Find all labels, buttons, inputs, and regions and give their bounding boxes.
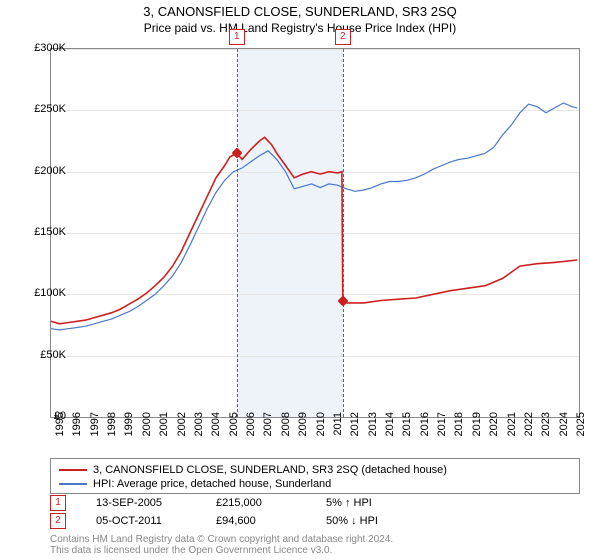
x-axis-label: 2001 — [158, 412, 170, 452]
sales-table: 1 13-SEP-2005 £215,000 5% ↑ HPI 2 05-OCT… — [50, 494, 580, 530]
y-axis-label: £250K — [16, 103, 66, 115]
x-axis-label: 1996 — [71, 412, 83, 452]
y-axis-label: £100K — [16, 287, 66, 299]
x-axis-label: 2023 — [540, 412, 552, 452]
x-axis-label: 2005 — [228, 412, 240, 452]
x-axis-label: 2003 — [193, 412, 205, 452]
plot-area: 12 — [50, 48, 580, 418]
x-axis-label: 1999 — [123, 412, 135, 452]
sale-delta: 5% ↑ HPI — [326, 497, 372, 509]
sale-marker-box: 2 — [335, 29, 351, 45]
legend-item: HPI: Average price, detached house, Sund… — [59, 477, 571, 491]
x-axis-label: 1997 — [89, 412, 101, 452]
line-layer — [51, 49, 579, 417]
sale-marker-line — [237, 49, 238, 417]
footer-line: This data is licensed under the Open Gov… — [50, 545, 393, 556]
x-axis-label: 2018 — [453, 412, 465, 452]
x-axis-label: 2016 — [419, 412, 431, 452]
x-axis-label: 2002 — [176, 412, 188, 452]
series-line-price_paid — [51, 137, 577, 323]
legend-box: 3, CANONSFIELD CLOSE, SUNDERLAND, SR3 2S… — [50, 458, 580, 494]
sale-marker-box: 1 — [229, 29, 245, 45]
sale-marker-box: 2 — [50, 513, 66, 529]
x-axis-label: 2009 — [297, 412, 309, 452]
chart-title: 3, CANONSFIELD CLOSE, SUNDERLAND, SR3 2S… — [0, 0, 600, 19]
sale-marker-line — [343, 49, 344, 417]
sale-delta: 50% ↓ HPI — [326, 515, 378, 527]
chart-subtitle: Price paid vs. HM Land Registry's House … — [0, 19, 600, 35]
x-axis-label: 2024 — [558, 412, 570, 452]
x-axis-label: 2022 — [523, 412, 535, 452]
sale-marker-box: 1 — [50, 495, 66, 511]
x-axis-label: 2006 — [245, 412, 257, 452]
chart-container: 3, CANONSFIELD CLOSE, SUNDERLAND, SR3 2S… — [0, 0, 600, 560]
sale-price: £94,600 — [216, 515, 296, 527]
footer-text: Contains HM Land Registry data © Crown c… — [50, 534, 393, 556]
table-row: 1 13-SEP-2005 £215,000 5% ↑ HPI — [50, 494, 580, 512]
x-axis-label: 2014 — [384, 412, 396, 452]
y-axis-label: £50K — [16, 349, 66, 361]
legend-label: HPI: Average price, detached house, Sund… — [93, 477, 331, 491]
legend-label: 3, CANONSFIELD CLOSE, SUNDERLAND, SR3 2S… — [93, 463, 447, 477]
sale-price: £215,000 — [216, 497, 296, 509]
x-axis-label: 2017 — [436, 412, 448, 452]
x-axis-label: 2012 — [349, 412, 361, 452]
legend-swatch — [59, 469, 87, 471]
footer-line: Contains HM Land Registry data © Crown c… — [50, 534, 393, 545]
x-axis-label: 2007 — [262, 412, 274, 452]
x-axis-label: 2000 — [141, 412, 153, 452]
series-line-hpi — [51, 103, 577, 330]
y-axis-label: £150K — [16, 226, 66, 238]
x-axis-label: 2011 — [332, 412, 344, 452]
legend-item: 3, CANONSFIELD CLOSE, SUNDERLAND, SR3 2S… — [59, 463, 571, 477]
sale-date: 05-OCT-2011 — [96, 515, 186, 527]
x-axis-label: 2015 — [401, 412, 413, 452]
x-axis-label: 2020 — [488, 412, 500, 452]
x-axis-label: 1998 — [106, 412, 118, 452]
x-axis-label: 2019 — [471, 412, 483, 452]
x-axis-label: 2010 — [315, 412, 327, 452]
x-axis-label: 2021 — [506, 412, 518, 452]
sale-date: 13-SEP-2005 — [96, 497, 186, 509]
x-axis-label: 2025 — [575, 412, 587, 452]
table-row: 2 05-OCT-2011 £94,600 50% ↓ HPI — [50, 512, 580, 530]
x-axis-label: 1995 — [54, 412, 66, 452]
x-axis-label: 2008 — [280, 412, 292, 452]
y-axis-label: £300K — [16, 42, 66, 54]
y-axis-label: £200K — [16, 165, 66, 177]
legend-swatch — [59, 483, 87, 485]
x-axis-label: 2013 — [367, 412, 379, 452]
x-axis-label: 2004 — [210, 412, 222, 452]
